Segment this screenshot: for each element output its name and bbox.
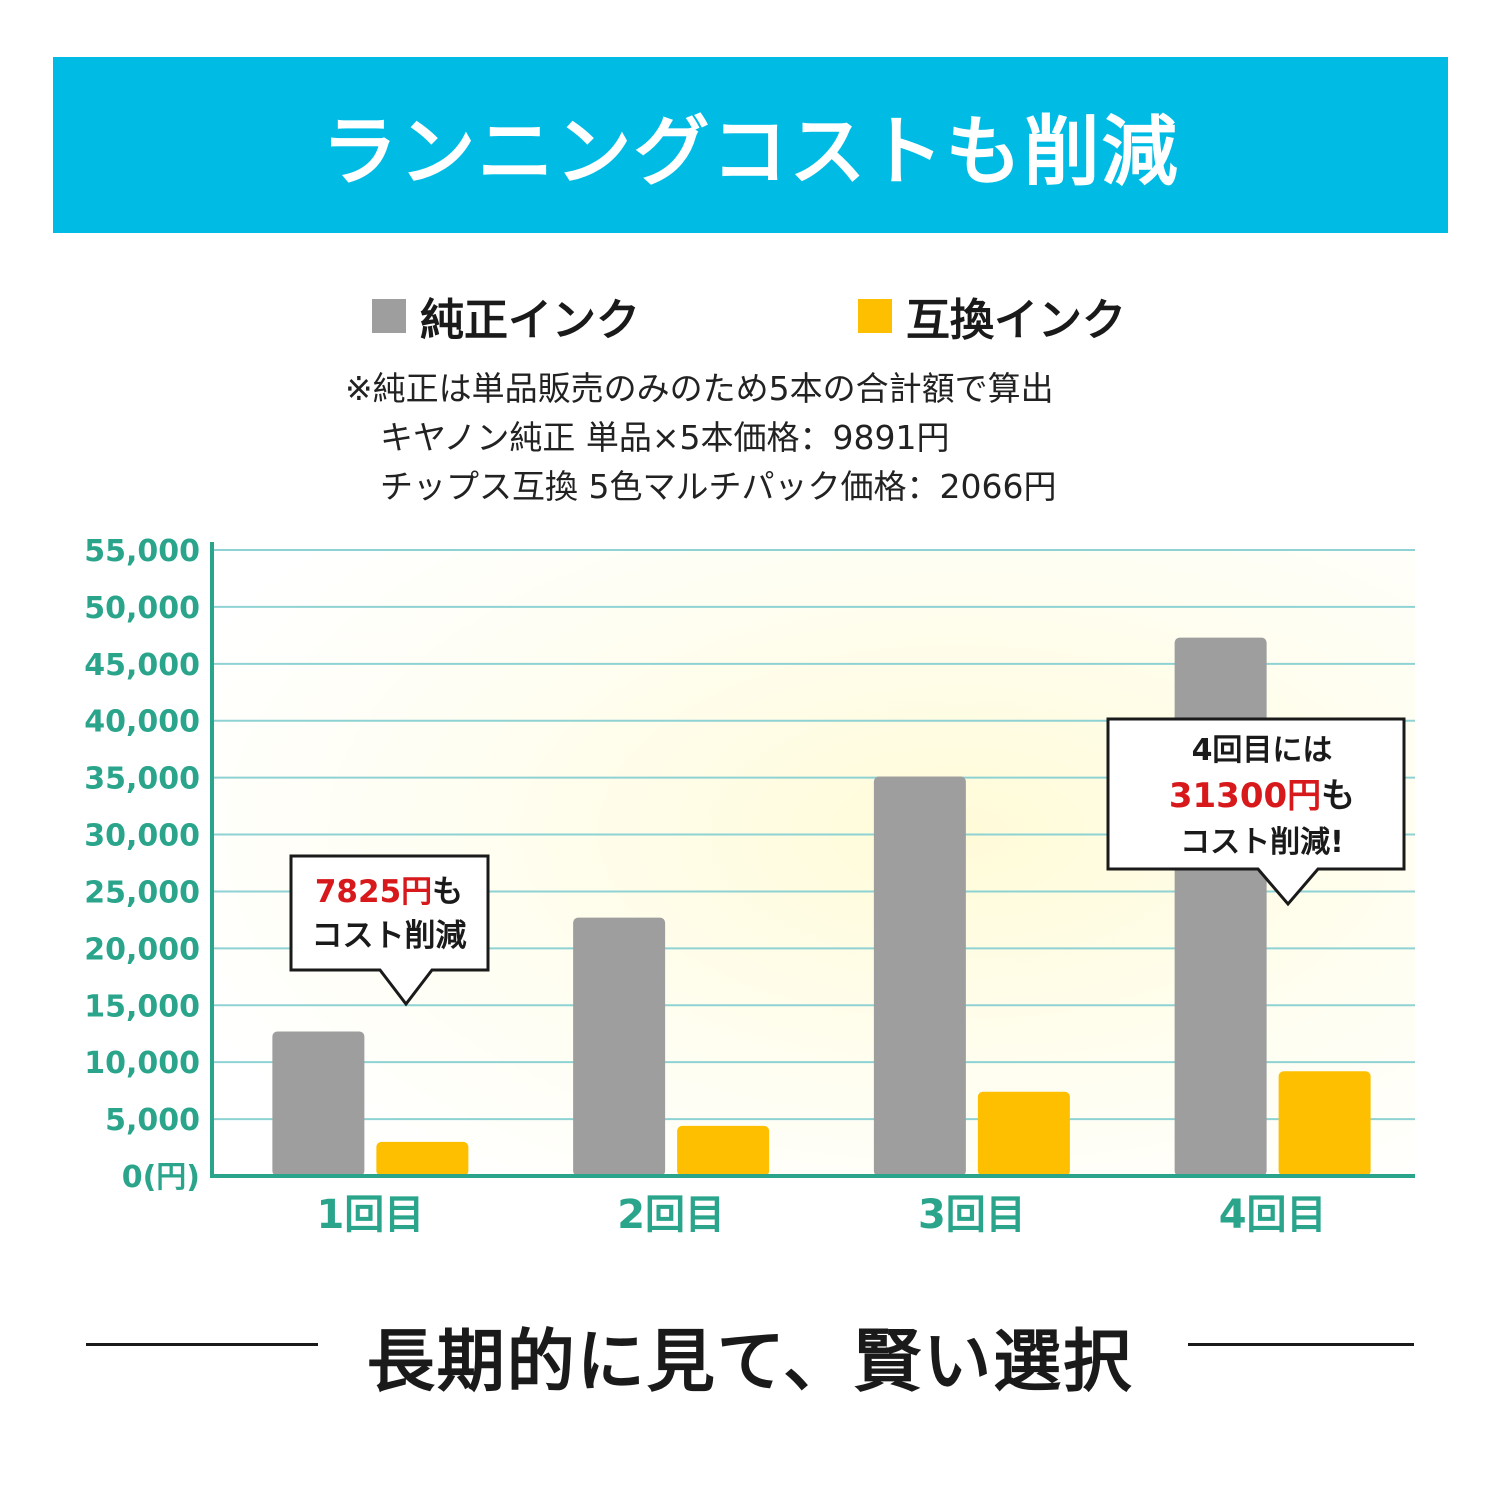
footer-rule-right [1188,1343,1414,1346]
y-tick-label: 10,000 [84,1046,200,1081]
footer-tagline: 長期的に見て、賢い選択 [366,1323,1134,1402]
compatible-bar [376,1141,469,1176]
genuine-bar [573,917,666,1176]
legend-label-compatible: 互換インク [906,295,1126,346]
y-tick-label: 40,000 [84,705,200,740]
y-tick-label: 45,000 [84,648,200,683]
legend-swatch-genuine [372,299,406,333]
y-tick-label: 20,000 [84,932,200,967]
genuine-bar [272,1031,365,1176]
y-tick-label: 25,000 [84,875,200,910]
callout-1: 7825円も コスト削減 [289,854,490,1007]
x-tick-label: 4回目 [1219,1192,1327,1238]
legend-label-genuine: 純正インク [420,295,640,346]
callout-1-suffix: も [432,874,463,910]
header-banner: ランニングコストも削減 [53,57,1448,233]
y-tick-label: 55,000 [84,534,200,569]
compatible-bar [977,1091,1070,1176]
note-line-2: キヤノン純正 単品×5本価格：9891円 [380,418,950,457]
callout-1-line2: コスト削減 [312,918,467,954]
callout-2-amount: 31300円 [1169,776,1321,816]
callout-1-amount: 7825円 [315,874,432,910]
legend: 純正インク 互換インク [0,276,1500,346]
callout-2-line3: コスト削減! [1180,825,1344,860]
y-tick-label: 5,000 [105,1103,200,1138]
callout-2-bubble [1106,717,1406,907]
y-tick-label: 30,000 [84,819,200,854]
legend-item-genuine: 純正インク [372,284,640,348]
x-tick-label: 3回目 [918,1192,1026,1238]
note-line-1: ※純正は単品販売のみのため5本の合計額で算出 [345,369,1054,408]
callout-1-line1: 7825円も [315,874,463,910]
x-tick-label: 2回目 [617,1192,725,1238]
legend-swatch-compatible [858,299,892,333]
y-tick-label: 0(円) [122,1160,200,1195]
genuine-bar [873,776,966,1176]
callout-2-line2: 31300円も [1169,776,1355,816]
callout-2-line1: 4回目には [1192,733,1333,768]
footer-rule-left [86,1343,318,1346]
cost-bar-chart: 0(円) 5,000 10,000 15,000 20,000 25,000 30,000 3… [84,534,1415,1238]
compatible-bar [677,1125,770,1176]
footer: 長期的に見て、賢い選択 [0,1300,1500,1402]
x-tick-label: 1回目 [316,1192,424,1238]
y-tick-label: 35,000 [84,762,200,797]
compatible-bar [1278,1071,1371,1176]
legend-item-compatible: 互換インク [858,284,1126,348]
callout-1-bubble [289,854,490,1007]
y-tick-label: 50,000 [84,591,200,626]
page-title: ランニングコストも削減 [321,107,1180,196]
price-notes: ※純正は単品販売のみのため5本の合計額で算出 キヤノン純正 単品×5本価格：98… [345,364,1056,511]
note-line-3: チップス互換 5色マルチパック価格：2066円 [380,467,1057,506]
callout-2-suffix: も [1321,776,1355,816]
callout-2: 4回目には 31300円も コスト削減! [1106,717,1406,907]
y-tick-label: 15,000 [84,989,200,1024]
